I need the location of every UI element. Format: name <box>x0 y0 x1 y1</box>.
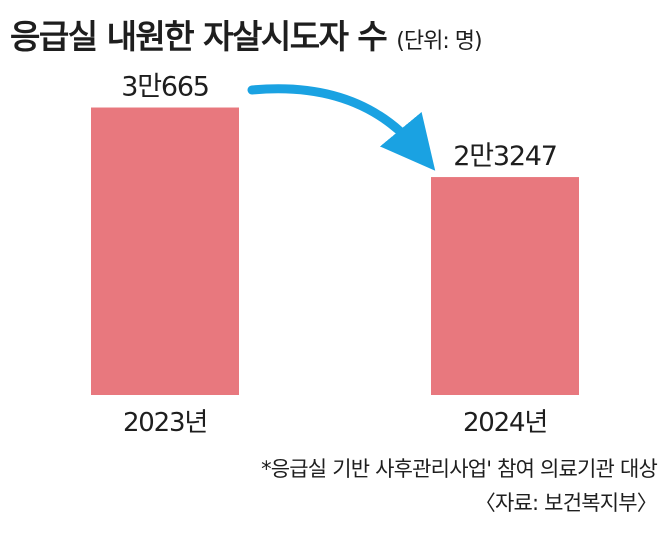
bars-layer: 3만665 2023년 2만3247 2024년 <box>91 72 579 438</box>
value-label: 2만3247 <box>453 141 557 172</box>
chart-title: 응급실 내원한 자살시도자 수 <box>10 17 388 56</box>
bar-2023 <box>91 107 239 395</box>
value-label: 3만665 <box>121 72 209 103</box>
footnote-text: *응급실 기반 사후관리사업' 참여 의료기관 대상 <box>261 457 658 481</box>
bar-2024 <box>431 177 579 395</box>
decrease-arrow-icon <box>247 84 436 171</box>
source-text: 〈자료: 보건복지부〉 <box>474 491 658 515</box>
footnotes: *응급실 기반 사후관리사업' 참여 의료기관 대상 〈자료: 보건복지부〉 <box>261 452 658 520</box>
category-label: 2024년 <box>463 408 547 438</box>
unit-label: (단위: 명) <box>396 29 482 54</box>
category-label: 2023년 <box>123 408 207 438</box>
title-row: 응급실 내원한 자살시도자 수 (단위: 명) <box>10 10 483 56</box>
